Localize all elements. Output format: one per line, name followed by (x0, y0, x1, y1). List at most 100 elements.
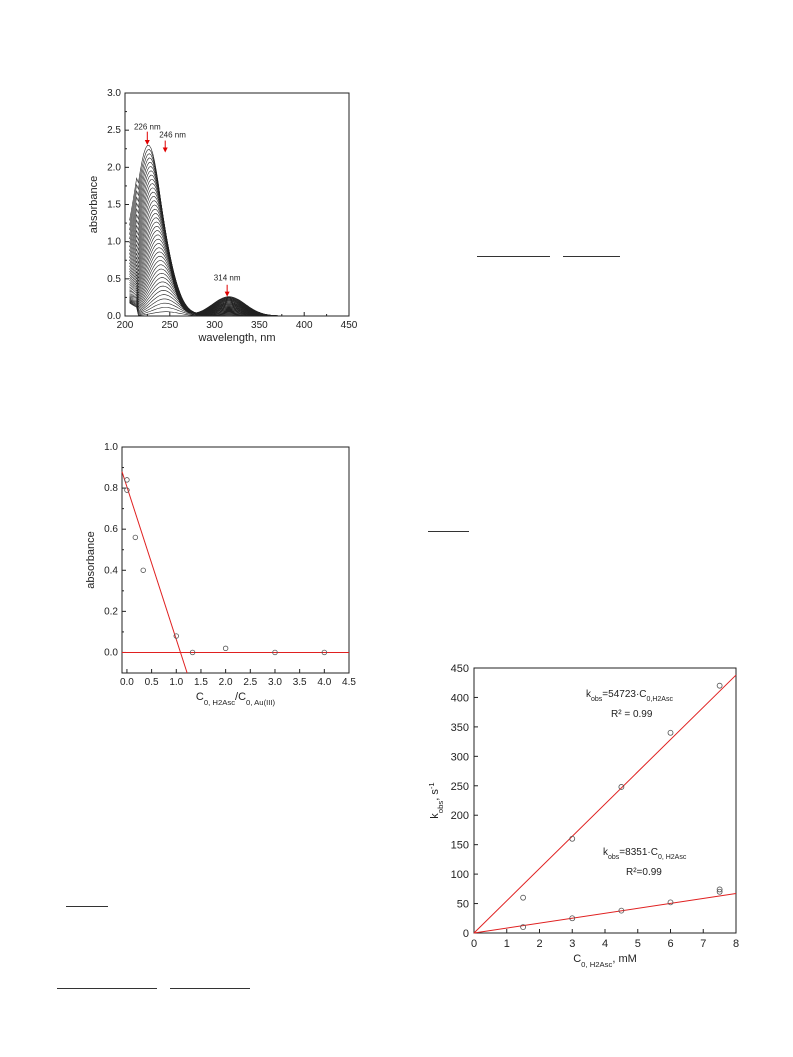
y-tick-label: 150 (451, 840, 469, 852)
chart2-fit-lines (121, 471, 349, 674)
data-point (618, 784, 625, 790)
y-axis-label: absorbance (88, 176, 100, 234)
x-axis-label: wavelength, nm (197, 332, 275, 344)
text-rule-4 (66, 906, 108, 907)
x-tick-label: 450 (341, 320, 358, 331)
chart2-frame (121, 446, 350, 674)
fit-line (473, 674, 737, 934)
y-tick-label: 300 (451, 751, 469, 763)
label-226: 226 nm (134, 122, 161, 131)
data-point (272, 649, 278, 656)
data-point (716, 888, 723, 895)
y-tick-label: 350 (451, 722, 469, 734)
text-rule-5 (57, 988, 157, 989)
label-314: 314 nm (214, 273, 241, 282)
data-point (321, 649, 328, 656)
x-axis-label: C0, H2Asc, mM (573, 953, 637, 969)
x-tick-label: 2.0 (219, 677, 233, 688)
data-point (569, 835, 576, 842)
y-tick-label: 100 (451, 869, 469, 881)
y-axis-label: kobs, s-1 (427, 782, 445, 818)
x-tick-label: 0.5 (145, 677, 159, 688)
chart3-axes: 0 1 2 3 4 5 6 7 8 0 50 100 150 200 250 300 350 400 450 C0, … (427, 663, 740, 969)
y-tick-label: 1.0 (104, 442, 118, 453)
text-rule-2 (563, 256, 620, 257)
y-tick-label: 250 (451, 781, 469, 793)
y-tick-label: 3.0 (107, 88, 121, 99)
data-point (716, 682, 723, 689)
data-point (667, 729, 674, 736)
chart3-frame (473, 667, 737, 934)
data-point (520, 924, 527, 931)
x-tick-label: 6 (667, 938, 673, 950)
r2-2: R²=0.99 (626, 867, 662, 878)
y-tick-label: 50 (457, 899, 469, 911)
data-point (173, 633, 179, 639)
y-tick-label: 1.5 (107, 200, 121, 211)
y-tick-label: 0.0 (104, 647, 118, 658)
y-tick-label: 0.2 (104, 606, 118, 617)
chart3-annotations: kobs=54723·C0,H2Asc R² = 0.99 kobs=8351·C0… (586, 689, 687, 878)
y-tick-label: 200 (451, 810, 469, 822)
x-tick-label: 3.5 (293, 677, 307, 688)
data-point (140, 567, 146, 573)
chart3-fit-lines (473, 674, 737, 934)
text-rule-6 (170, 988, 250, 989)
data-point (132, 534, 139, 541)
y-tick-label: 0.6 (104, 524, 118, 535)
arrow-226-head (144, 140, 150, 146)
x-tick-label: 200 (117, 320, 134, 331)
x-tick-label: 5 (635, 938, 641, 950)
y-tick-label: 2.0 (107, 162, 121, 173)
x-tick-label: 4 (602, 938, 608, 950)
equation-2: kobs=8351·C0, H2Asc (603, 847, 687, 861)
x-tick-label: 8 (733, 938, 739, 950)
x-tick-label: 7 (700, 938, 706, 950)
y-tick-label: 0.0 (107, 311, 121, 322)
x-tick-label: 1.5 (194, 677, 208, 688)
data-point (189, 649, 196, 656)
x-tick-label: 350 (251, 320, 268, 331)
y-tick-label: 1.0 (107, 237, 121, 248)
data-point (569, 915, 576, 922)
arrow-246-head (162, 147, 168, 153)
x-axis-label: C0, H2Asc/C0, Au(III) (196, 691, 276, 707)
x-tick-label: 3 (569, 938, 575, 950)
x-tick-label: 400 (296, 320, 313, 331)
data-point (667, 899, 674, 906)
arrow-314-head (224, 291, 230, 297)
chart3-points (520, 682, 723, 931)
x-tick-label: 2 (536, 938, 542, 950)
y-tick-label: 0.4 (104, 565, 118, 576)
r2-1: R² = 0.99 (611, 709, 653, 720)
chart1-axes: 200 250 300 350 400 450 0.0 0.5 1.0 1.5 2.0 2.5 3.0 w… (88, 88, 358, 344)
y-tick-label: 450 (451, 663, 469, 675)
data-point (124, 487, 130, 493)
x-tick-label: 0.0 (120, 677, 134, 688)
fit-line (473, 893, 737, 934)
x-tick-label: 300 (206, 320, 223, 331)
data-point (716, 886, 723, 893)
data-point (520, 894, 527, 901)
y-tick-label: 0.8 (104, 483, 118, 494)
fit-line (121, 471, 188, 674)
x-tick-label: 0 (471, 938, 477, 950)
x-tick-label: 2.5 (243, 677, 257, 688)
chart2-points (124, 477, 328, 656)
text-rule-1 (477, 256, 550, 257)
y-axis-label: absorbance (85, 531, 97, 589)
data-point (124, 477, 130, 483)
equation-1: kobs=54723·C0,H2Asc (586, 689, 673, 703)
x-tick-label: 3.0 (268, 677, 282, 688)
x-tick-label: 4.0 (317, 677, 331, 688)
x-tick-label: 1 (504, 938, 510, 950)
y-tick-label: 2.5 (107, 125, 121, 136)
y-tick-label: 400 (451, 692, 469, 704)
chart2-axes: 0.0 0.5 1.0 1.5 2.0 2.5 3.0 3.5 4.0 4.5 0.0 0.2 0.4 0… (85, 442, 356, 707)
label-246: 246 nm (159, 131, 186, 140)
text-rule-3 (428, 531, 469, 532)
